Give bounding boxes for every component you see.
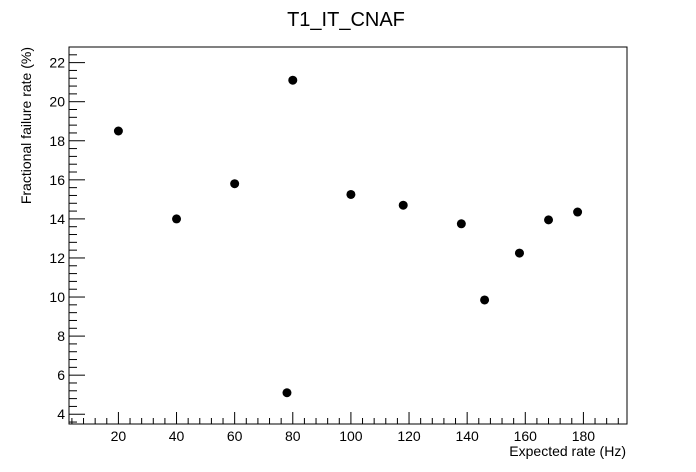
- plot-frame: [68, 46, 628, 425]
- chart-title: T1_IT_CNAF: [287, 9, 405, 31]
- x-tick-label: 180: [572, 428, 596, 444]
- y-axis-label: Fractional failure rate (%): [18, 47, 34, 204]
- x-tick-label: 160: [514, 428, 538, 444]
- data-point: [456, 219, 466, 229]
- axis-ticks: [69, 46, 619, 424]
- x-tick-label: 100: [339, 428, 363, 444]
- x-tick-label: 80: [285, 428, 301, 444]
- y-tick-label: 4: [57, 406, 65, 422]
- y-tick-label: 16: [49, 172, 65, 188]
- data-point: [172, 214, 182, 224]
- y-tick-label: 22: [49, 55, 65, 71]
- x-tick-label: 60: [227, 428, 243, 444]
- y-tick-label: 8: [57, 328, 65, 344]
- axis-tick-labels: 20 40 60 80 100 120 140 160 180 4 6 8 10 12 14 16 18 20 22: [49, 55, 595, 444]
- data-point: [544, 215, 554, 225]
- y-tick-label: 10: [49, 289, 65, 305]
- data-point: [230, 179, 240, 189]
- data-point: [288, 75, 298, 85]
- data-point: [282, 388, 292, 398]
- y-tick-label: 18: [49, 133, 65, 149]
- y-tick-label: 6: [57, 367, 65, 383]
- x-tick-label: 40: [169, 428, 185, 444]
- y-tick-label: 14: [49, 211, 65, 227]
- y-tick-label: 20: [49, 94, 65, 110]
- data-point: [398, 200, 408, 210]
- data-point: [573, 207, 583, 217]
- data-point: [346, 189, 356, 199]
- y-tick-label: 12: [49, 250, 65, 266]
- x-tick-label: 120: [397, 428, 421, 444]
- data-point: [480, 295, 490, 305]
- x-tick-label: 20: [111, 428, 127, 444]
- data-points: [113, 75, 583, 398]
- data-point: [514, 248, 524, 258]
- x-axis-label: Expected rate (Hz): [509, 443, 626, 459]
- x-tick-label: 140: [455, 428, 479, 444]
- data-point: [113, 126, 123, 136]
